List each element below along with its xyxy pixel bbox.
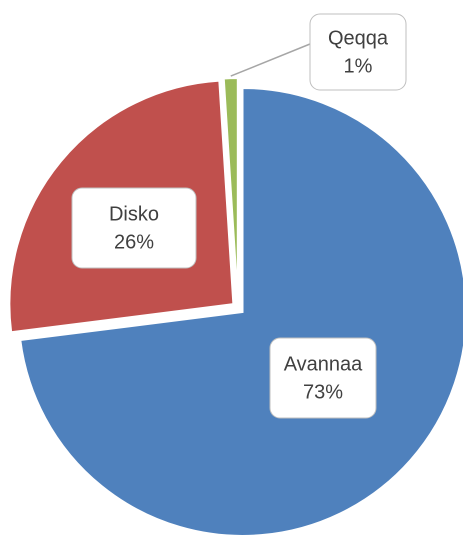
value-label: 26% [114, 231, 154, 253]
label-box [71, 187, 197, 269]
value-label: 73% [303, 381, 343, 403]
pie-slice [222, 77, 239, 303]
slices [8, 77, 463, 536]
label-box [269, 337, 377, 419]
leader-line [230, 43, 311, 77]
label-box [309, 13, 407, 91]
category-label: Disko [109, 203, 159, 225]
labels: Avannaa 73% Disko 26% Qeqqa 1% [71, 13, 407, 419]
category-label: Qeqqa [328, 27, 389, 49]
pie-slice [19, 86, 463, 536]
value-label: 1% [344, 55, 373, 77]
category-label: Avannaa [284, 353, 363, 375]
